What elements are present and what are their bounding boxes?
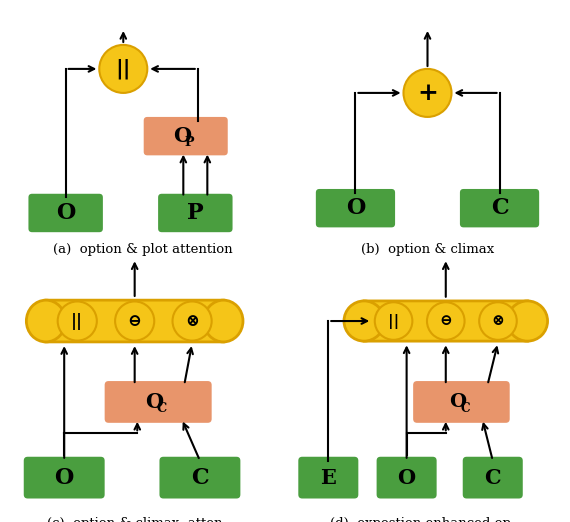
Text: ⊗: ⊗ (491, 314, 504, 328)
FancyBboxPatch shape (105, 381, 211, 423)
Circle shape (479, 302, 517, 340)
Text: C: C (484, 468, 501, 488)
Text: (b)  option & climax: (b) option & climax (361, 243, 494, 256)
Text: ||: || (388, 314, 399, 328)
Text: C: C (461, 402, 470, 415)
Text: C: C (491, 197, 508, 219)
FancyBboxPatch shape (460, 189, 539, 228)
Text: ⊖: ⊖ (128, 313, 141, 329)
Text: ⊖: ⊖ (439, 314, 452, 328)
FancyBboxPatch shape (28, 194, 103, 232)
Circle shape (427, 302, 465, 340)
Circle shape (115, 302, 154, 341)
Text: ⊗: ⊗ (185, 313, 199, 329)
FancyBboxPatch shape (463, 457, 523, 499)
Circle shape (99, 45, 147, 93)
Circle shape (404, 69, 451, 117)
FancyBboxPatch shape (316, 189, 395, 228)
FancyBboxPatch shape (377, 457, 437, 499)
Ellipse shape (344, 301, 384, 341)
Ellipse shape (204, 300, 243, 342)
Circle shape (58, 302, 97, 341)
FancyBboxPatch shape (46, 300, 223, 342)
Circle shape (173, 302, 211, 341)
Text: E: E (320, 468, 336, 488)
Text: P: P (185, 136, 194, 149)
Text: C: C (191, 467, 209, 489)
FancyBboxPatch shape (24, 457, 105, 499)
Text: O: O (55, 467, 74, 489)
Circle shape (375, 302, 412, 340)
FancyBboxPatch shape (160, 457, 241, 499)
Text: +: + (417, 81, 438, 105)
FancyBboxPatch shape (144, 117, 228, 156)
Text: ||: || (116, 58, 131, 79)
Text: O: O (346, 197, 365, 219)
FancyBboxPatch shape (413, 381, 510, 423)
FancyBboxPatch shape (364, 301, 527, 341)
FancyBboxPatch shape (298, 457, 359, 499)
Text: O: O (173, 126, 191, 146)
Text: (c)  option & climax  atten-
tion: (c) option & climax atten- tion (47, 517, 227, 522)
Text: (a)  option & plot attention: (a) option & plot attention (52, 243, 233, 256)
Text: C: C (157, 402, 167, 415)
Text: (d)  expostion enhanced op-
tion & climax attention: (d) expostion enhanced op- tion & climax… (329, 517, 515, 522)
Ellipse shape (26, 300, 66, 342)
Text: O: O (145, 392, 164, 412)
Text: O: O (397, 468, 416, 488)
Text: O: O (449, 393, 466, 411)
Text: P: P (187, 202, 203, 224)
Text: O: O (56, 202, 75, 224)
Text: ||: || (71, 313, 83, 329)
FancyBboxPatch shape (158, 194, 233, 232)
Ellipse shape (507, 301, 548, 341)
